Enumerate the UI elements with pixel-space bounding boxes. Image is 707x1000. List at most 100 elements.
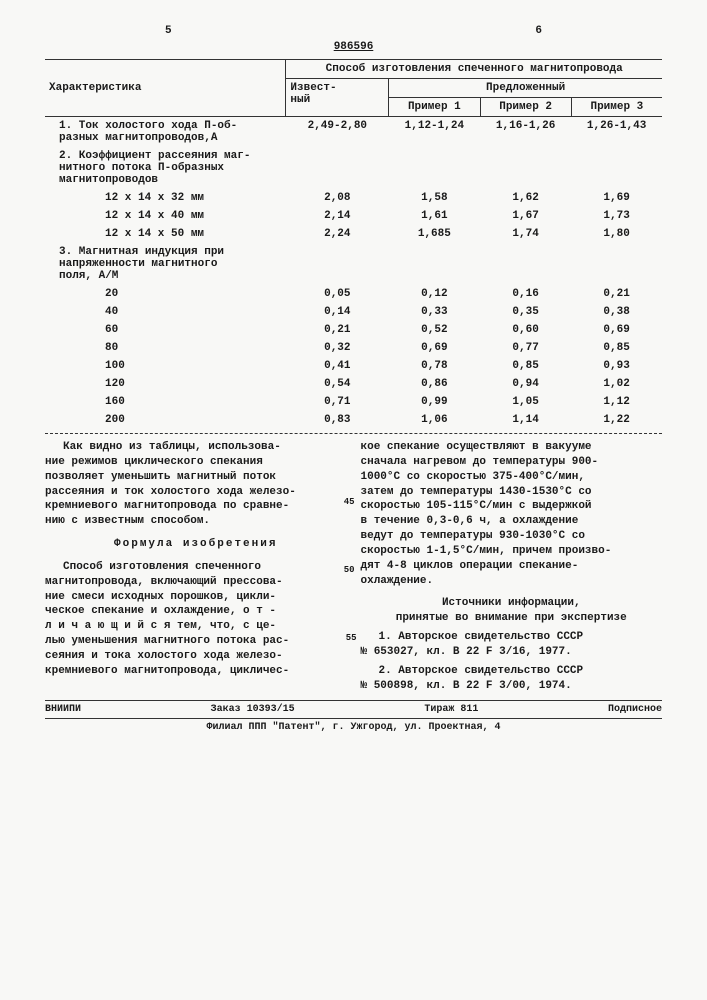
- cell-value: [389, 147, 480, 189]
- cell-value: [480, 147, 571, 189]
- cell-value: 1,12: [571, 393, 662, 411]
- footer-order: Заказ 10393/15: [211, 704, 295, 715]
- sources-title: Источники информации, принятые во вниман…: [361, 596, 663, 626]
- cell-value: 0,16: [480, 285, 571, 303]
- cell-value: 0,33: [389, 303, 480, 321]
- footer-sub: Подписное: [608, 704, 662, 715]
- cell-value: 0,99: [389, 393, 480, 411]
- row-label: 12 х 14 х 40 мм: [45, 207, 286, 225]
- row-label: 100: [45, 357, 286, 375]
- line-num-55: 55: [346, 632, 357, 644]
- cell-value: 0,38: [571, 303, 662, 321]
- footer-tirage: Тираж 811: [424, 704, 478, 715]
- row-label: 3. Магнитная индукция при напряженности …: [45, 243, 286, 285]
- row-label: 12 х 14 х 32 мм: [45, 189, 286, 207]
- col-ex3: Пример 3: [571, 98, 662, 117]
- cell-value: 0,77: [480, 339, 571, 357]
- cell-value: [286, 147, 389, 189]
- cell-value: 0,05: [286, 285, 389, 303]
- body-text: 45 50 55 Как видно из таблицы, использов…: [45, 440, 662, 694]
- row-label: 2. Коэффициент рассеяния маг- нитного по…: [45, 147, 286, 189]
- cell-value: 0,21: [571, 285, 662, 303]
- col-ex1: Пример 1: [389, 98, 480, 117]
- data-table: Характеристика Способ изготовления спече…: [45, 59, 662, 429]
- row-label: 200: [45, 411, 286, 429]
- cell-value: 1,14: [480, 411, 571, 429]
- left-p2: Способ изготовления спеченного магнитопр…: [45, 560, 347, 679]
- line-num-45: 45: [344, 496, 355, 508]
- cell-value: 1,05: [480, 393, 571, 411]
- col-header-method: Способ изготовления спеченного магнитопр…: [286, 60, 662, 79]
- table-end-rule: [45, 433, 662, 434]
- cell-value: 1,12-1,24: [389, 117, 480, 148]
- cell-value: 0,60: [480, 321, 571, 339]
- footer-address: Филиал ППП "Патент", г. Ужгород, ул. Про…: [45, 718, 662, 733]
- cell-value: 0,32: [286, 339, 389, 357]
- cell-value: 1,26-1,43: [571, 117, 662, 148]
- right-p1: кое спекание осуществляют в вакууме снач…: [361, 440, 663, 588]
- cell-value: 0,71: [286, 393, 389, 411]
- cell-value: 1,67: [480, 207, 571, 225]
- left-column: 45 50 55 Как видно из таблицы, использов…: [45, 440, 347, 694]
- source-2: 2. Авторское свидетельство СССР № 500898…: [361, 664, 663, 694]
- footer-org: ВНИИПИ: [45, 704, 81, 715]
- cell-value: 1,73: [571, 207, 662, 225]
- cell-value: 1,62: [480, 189, 571, 207]
- col-ex2: Пример 2: [480, 98, 571, 117]
- cell-value: 1,22: [571, 411, 662, 429]
- col-known: Извест- ный: [286, 79, 389, 117]
- row-label: 60: [45, 321, 286, 339]
- cell-value: 1,02: [571, 375, 662, 393]
- row-label: 40: [45, 303, 286, 321]
- cell-value: 1,69: [571, 189, 662, 207]
- col-header-char: Характеристика: [45, 60, 286, 117]
- cell-value: 0,52: [389, 321, 480, 339]
- cell-value: 0,93: [571, 357, 662, 375]
- cell-value: 0,21: [286, 321, 389, 339]
- row-label: 12 х 14 х 50 мм: [45, 225, 286, 243]
- cell-value: 0,69: [389, 339, 480, 357]
- row-label: 160: [45, 393, 286, 411]
- cell-value: 0,85: [571, 339, 662, 357]
- page-left: 5: [165, 25, 172, 37]
- cell-value: 0,12: [389, 285, 480, 303]
- cell-value: 0,54: [286, 375, 389, 393]
- formula-title: Формула изобретения: [45, 537, 347, 552]
- footer-line-1: ВНИИПИ Заказ 10393/15 Тираж 811 Подписно…: [45, 700, 662, 715]
- cell-value: 0,69: [571, 321, 662, 339]
- left-p1: Как видно из таблицы, использова- ние ре…: [45, 440, 347, 529]
- right-column: кое спекание осуществляют в вакууме снач…: [361, 440, 663, 694]
- patent-number: 986596: [45, 41, 662, 53]
- page-header: 5 6: [165, 25, 542, 37]
- cell-value: 0,14: [286, 303, 389, 321]
- cell-value: 2,24: [286, 225, 389, 243]
- cell-value: 2,08: [286, 189, 389, 207]
- cell-value: 0,85: [480, 357, 571, 375]
- cell-value: 0,83: [286, 411, 389, 429]
- col-proposed: Предложенный: [389, 79, 662, 98]
- cell-value: 1,61: [389, 207, 480, 225]
- cell-value: 2,14: [286, 207, 389, 225]
- cell-value: 1,80: [571, 225, 662, 243]
- row-label: 80: [45, 339, 286, 357]
- page-right: 6: [535, 25, 542, 37]
- cell-value: 2,49-2,80: [286, 117, 389, 148]
- row-label: 1. Ток холостого хода П-об- разных магни…: [45, 117, 286, 148]
- cell-value: 0,94: [480, 375, 571, 393]
- cell-value: 1,685: [389, 225, 480, 243]
- cell-value: [571, 243, 662, 285]
- cell-value: 1,58: [389, 189, 480, 207]
- line-num-50: 50: [344, 564, 355, 576]
- cell-value: 1,74: [480, 225, 571, 243]
- source-1: 1. Авторское свидетельство СССР № 653027…: [361, 630, 663, 660]
- cell-value: [480, 243, 571, 285]
- cell-value: 0,86: [389, 375, 480, 393]
- cell-value: 1,06: [389, 411, 480, 429]
- cell-value: 0,35: [480, 303, 571, 321]
- cell-value: [571, 147, 662, 189]
- cell-value: [389, 243, 480, 285]
- cell-value: 0,78: [389, 357, 480, 375]
- row-label: 120: [45, 375, 286, 393]
- row-label: 20: [45, 285, 286, 303]
- cell-value: 0,41: [286, 357, 389, 375]
